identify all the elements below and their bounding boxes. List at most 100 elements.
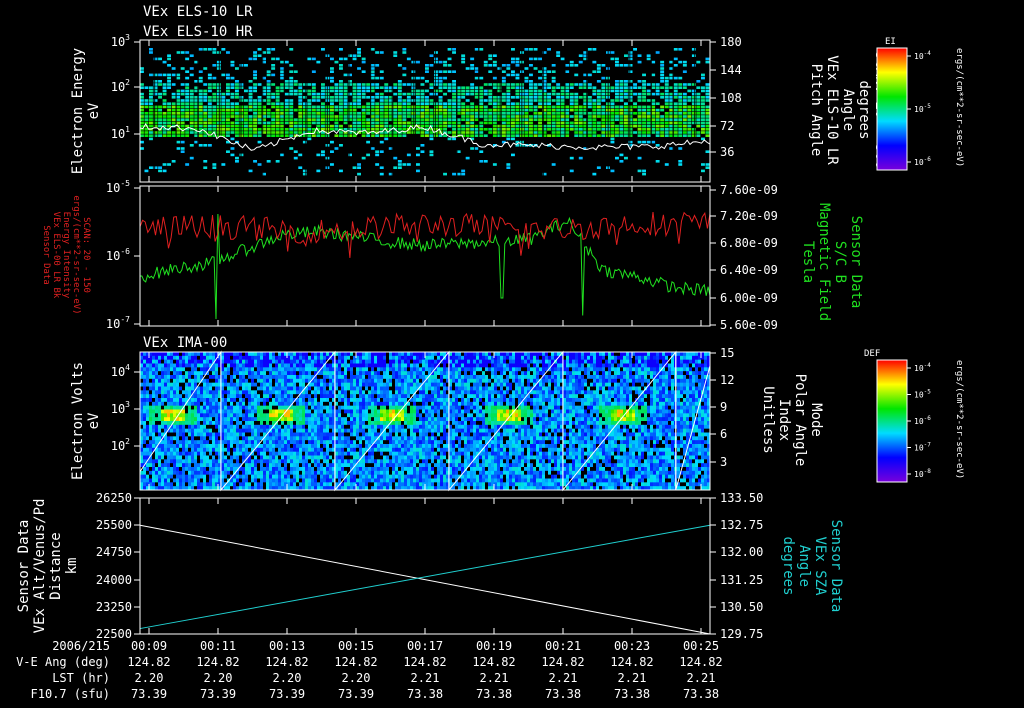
footer-cell-3-3: 73.39 [338, 687, 374, 701]
panel-1-rtick-label-2: 108 [720, 91, 742, 105]
panel-4-rtick-label-3: 131.25 [720, 573, 763, 587]
panel-3-right-ticks: 15 12 9 6 3 [710, 346, 734, 469]
panel-2-left-label: Sensor Data VEx ELS-00 LR Bk Energy Intens… [41, 195, 91, 314]
panel-1-rtick-label-4: 36 [720, 145, 734, 159]
panel-3-ion-spectrogram: VEx IMA-00 104 103 102 15 12 9 6 3 Electron Vo… [70, 335, 964, 492]
panel-3-right-label-line-1: Polar Angle [792, 374, 808, 467]
panel-2-rtick-label-3: 6.40e-09 [720, 263, 778, 277]
panel-1-rtick-label-3: 72 [720, 119, 734, 133]
footer-cell-2-6: 2.21 [549, 671, 578, 685]
panel-4-right-label-line-3: degrees [780, 536, 796, 595]
footer-cell-1-1: 124.82 [196, 655, 239, 669]
panel-2-rtick-label-1: 7.20e-09 [720, 209, 778, 223]
footer-cell-3-2: 73.39 [269, 687, 305, 701]
panel-3-rtick-label-3: 6 [720, 427, 727, 441]
panel-2-magnetic-field-line [140, 213, 711, 320]
panel-3-y-ticks: 104 103 102 [111, 363, 140, 453]
footer-cell-2-0: 2.20 [135, 671, 164, 685]
panel-1-colorbar: EI 10-4 10-5 10-6 ergs/(cm**2-sr-sec-eV) [876, 37, 964, 171]
panel-4-right-label-line-2: Angle [796, 545, 812, 587]
panel-2-ytick-label-0: 10-5 [106, 179, 130, 195]
footer-row-label-3: F10.7 (sfu) [31, 687, 110, 701]
panel-2-left-label-line-2: Energy Intensity [61, 212, 71, 299]
footer-cell-2-5: 2.21 [480, 671, 509, 685]
panel-4-ytick-label-1: 25500 [96, 518, 132, 532]
panel-4-right-ticks: 133.50 132.75 132.00 131.25 130.50 129.75 [710, 491, 763, 641]
panel-2-rtick-label-0: 7.60e-09 [720, 183, 778, 197]
panel-3-ytick-label-0: 104 [111, 363, 130, 379]
footer-cell-0-0: 00:09 [131, 639, 167, 653]
footer-cell-0-8: 00:25 [683, 639, 719, 653]
panel-4-left-label: Sensor Data VEx Alt/Venus/Pd Distance km [16, 499, 80, 634]
panel-1-right-label-line-2: Angle [840, 89, 856, 131]
panel-2-left-label-line-3: ergs/(cm**2-sr-sec-eV) [71, 195, 81, 314]
panel-4-left-label-line-0: Sensor Data [16, 520, 32, 613]
footer-cell-3-4: 73.38 [407, 687, 443, 701]
panel-2-left-label-line-4: SCAN: 20 - 150 [81, 217, 91, 293]
panel-4-rtick-label-5: 129.75 [720, 627, 763, 641]
panel-2-ytick-label-2: 10-7 [106, 315, 130, 331]
panel-3-ytick-label-2: 102 [111, 437, 130, 453]
panel-1-colorbar-unit: ergs/(cm**2-sr-sec-eV) [954, 48, 964, 167]
footer-cell-0-1: 00:11 [200, 639, 236, 653]
panel-4-ytick-label-2: 24750 [96, 545, 132, 559]
footer-cell-3-7: 73.38 [614, 687, 650, 701]
panel-1-right-label-line-0: Pitch Angle [808, 64, 824, 157]
panel-4-right-label-line-0: Sensor Data [828, 520, 844, 613]
panel-1-right-label-line-3: degrees [856, 80, 872, 139]
footer-cell-1-8: 124.82 [679, 655, 722, 669]
panel-3-rtick-label-1: 12 [720, 373, 734, 387]
panel-4-line-plot: 26250 25500 24750 24000 23250 22500 133.50 132… [16, 491, 844, 641]
footer-cell-2-3: 2.20 [342, 671, 371, 685]
footer-cell-2-2: 2.20 [273, 671, 302, 685]
panel-3-cb-tick-2: 10-6 [914, 415, 931, 426]
panel-3-ytick-label-1: 103 [111, 400, 130, 416]
panel-3-rtick-label-2: 9 [720, 400, 727, 414]
panel-1-pitch-angle-line [139, 123, 711, 151]
footer-cell-1-7: 124.82 [610, 655, 653, 669]
panel-1-colorbar-title: EI [885, 37, 896, 47]
panel-3-cells [140, 352, 711, 491]
panel-2-right-label-line-1: S/C B [832, 241, 848, 283]
panel-3-cb-tick-3: 10-7 [914, 442, 931, 453]
panel-4-rtick-label-1: 132.75 [720, 518, 763, 532]
panel-3-colorbar-title: DEF [864, 349, 880, 359]
footer-cell-0-7: 00:23 [614, 639, 650, 653]
panel-2-energy-intensity-line [139, 211, 711, 258]
footer-cell-2-7: 2.21 [618, 671, 647, 685]
panel-2-right-label-line-0: Sensor Data [848, 216, 864, 309]
panel-1-ylabel: Electron Energy [70, 48, 86, 174]
footer-cell-2-4: 2.21 [411, 671, 440, 685]
panel-2-rtick-label-4: 6.00e-09 [720, 291, 778, 305]
panel-3-colorbar: DEF 10-4 10-5 10-6 10-7 10-8 ergs/(cm**2-sr-… [864, 349, 964, 483]
panel-4-ytick-label-3: 24000 [96, 573, 132, 587]
panel-4-sza-line [139, 524, 711, 630]
header-line-2: VEx ELS-10 HR [143, 24, 253, 40]
panel-1-ylabel-unit: eV [86, 102, 102, 119]
footer-row-label-2: LST (hr) [52, 671, 110, 685]
panel-4-right-label-line-1: VEx SZA [812, 536, 828, 596]
footer-cell-1-3: 124.82 [334, 655, 377, 669]
footer-cell-3-8: 73.38 [683, 687, 719, 701]
footer-cell-0-4: 00:17 [407, 639, 443, 653]
panel-1-rtick-label-1: 144 [720, 63, 742, 77]
panel-1-ytick-label-0: 103 [111, 33, 130, 49]
time-axis-footer: 2006/215 00:09 00:11 00:13 00:15 00:17 00:19 00… [16, 639, 723, 701]
footer-cell-3-5: 73.38 [476, 687, 512, 701]
panel-3-polar-angle-line [139, 350, 711, 492]
panel-1-cb-tick-2: 10-6 [914, 156, 931, 167]
panel-3-colorbar-unit: ergs/(cm**2-sr-sec-eV) [954, 360, 964, 479]
panel-4-rtick-label-4: 130.50 [720, 600, 763, 614]
panel-2-rtick-label-2: 6.80e-09 [720, 236, 778, 250]
panel-3-ylabel-unit: eV [86, 412, 102, 429]
panel-3-right-label-line-2: Index [776, 399, 792, 441]
footer-cell-1-6: 124.82 [541, 655, 584, 669]
panel-3-cb-tick-1: 10-5 [914, 389, 931, 400]
panel-1-rtick-label-0: 180 [720, 35, 742, 49]
footer-row-label-1: V-E Ang (deg) [16, 655, 110, 669]
panel-4-y-ticks: 26250 25500 24750 24000 23250 22500 [96, 491, 140, 641]
